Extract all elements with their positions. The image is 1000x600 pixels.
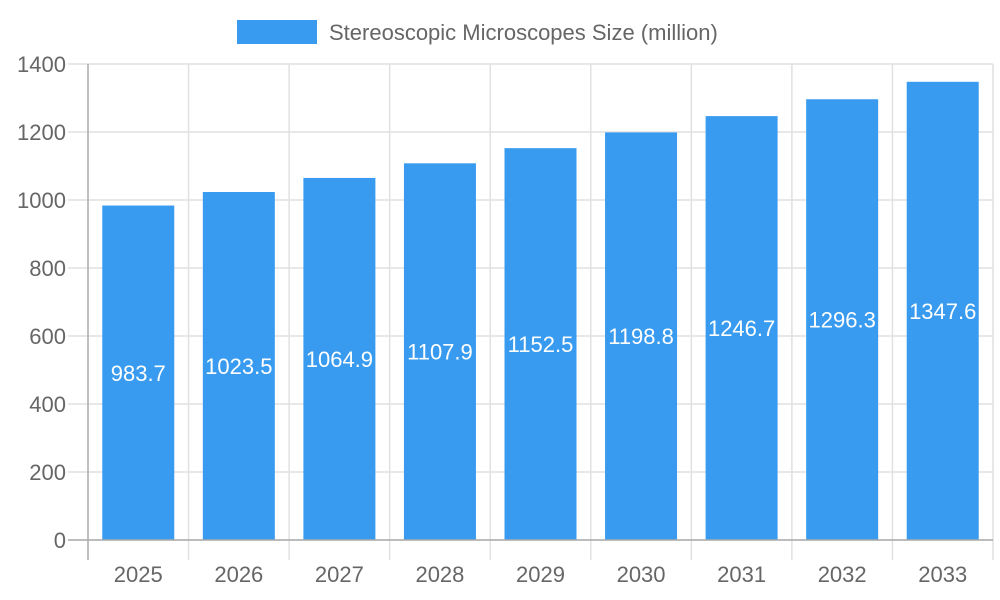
x-tick-label: 2028 bbox=[415, 562, 464, 587]
data-label: 983.7 bbox=[111, 361, 166, 386]
y-tick-label: 200 bbox=[29, 460, 66, 485]
y-tick-label: 1400 bbox=[17, 52, 66, 77]
y-tick-label: 800 bbox=[29, 256, 66, 281]
y-tick-label: 1200 bbox=[17, 120, 66, 145]
data-label: 1296.3 bbox=[809, 308, 876, 333]
legend[interactable]: Stereoscopic Microscopes Size (million) bbox=[237, 20, 718, 45]
data-label: 1198.8 bbox=[608, 324, 674, 349]
x-tick-label: 2031 bbox=[717, 562, 766, 587]
x-tick-label: 2030 bbox=[617, 562, 666, 587]
bar bbox=[705, 116, 778, 540]
data-label: 1023.5 bbox=[205, 354, 272, 379]
axes: 0 200 400 600 800 1000 1200 1400 2025 2026 2027 202… bbox=[17, 52, 993, 587]
bars: 983.7 1023.5 1064.9 1107.9 1152.5 1198.8 1246.… bbox=[102, 81, 979, 541]
legend-label: Stereoscopic Microscopes Size (million) bbox=[329, 20, 718, 45]
x-tick-label: 2033 bbox=[918, 562, 967, 587]
bar bbox=[504, 148, 577, 540]
bar bbox=[403, 163, 476, 540]
data-label: 1152.5 bbox=[508, 332, 574, 357]
bar bbox=[906, 81, 979, 540]
y-tick-label: 0 bbox=[54, 528, 66, 553]
y-tick-label: 1000 bbox=[17, 188, 66, 213]
data-label: 1347.6 bbox=[909, 299, 976, 324]
data-label: 1064.9 bbox=[306, 347, 373, 372]
x-tick-label: 2025 bbox=[114, 562, 163, 587]
bar bbox=[202, 192, 275, 540]
data-label: 1246.7 bbox=[708, 316, 775, 341]
bar bbox=[102, 205, 175, 541]
bar bbox=[605, 132, 678, 540]
legend-swatch bbox=[237, 20, 317, 44]
bar bbox=[806, 99, 879, 541]
x-tick-label: 2027 bbox=[315, 562, 364, 587]
x-tick-label: 2029 bbox=[516, 562, 565, 587]
y-tick-label: 600 bbox=[29, 324, 66, 349]
x-tick-label: 2032 bbox=[818, 562, 867, 587]
x-tick-label: 2026 bbox=[214, 562, 263, 587]
y-tick-label: 400 bbox=[29, 392, 66, 417]
bar bbox=[303, 177, 376, 540]
data-label: 1107.9 bbox=[407, 340, 473, 365]
